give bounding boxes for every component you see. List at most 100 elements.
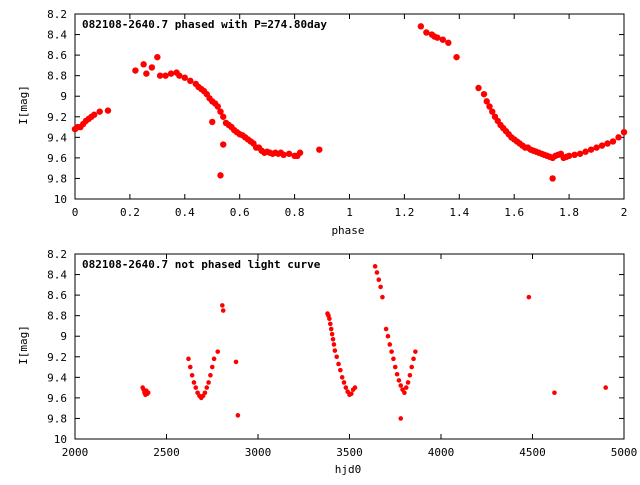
bottom-x-tick-label: 2000 [62, 446, 89, 459]
bottom-data-point [327, 316, 332, 322]
top-data-point [483, 98, 490, 105]
top-x-tick-label: 1.8 [559, 206, 579, 219]
top-data-point [604, 140, 611, 147]
bottom-y-tick-label: 9.8 [47, 412, 67, 425]
bottom-data-point [374, 270, 380, 275]
bottom-data-point [552, 390, 557, 396]
top-y-tick-label: 8.2 [47, 8, 67, 21]
bottom-y-tick-label: 9.2 [47, 351, 67, 364]
bottom-data-point [334, 354, 339, 360]
bottom-data-point [341, 380, 347, 385]
top-data-point [486, 103, 493, 110]
top-data-point [445, 39, 452, 46]
bottom-data-point [387, 342, 393, 347]
bottom-y-tick-label: 8.2 [47, 248, 67, 261]
bottom-y-tick-label: 10 [54, 433, 67, 446]
bottom-data-point [385, 333, 391, 339]
bottom-data-point [352, 385, 358, 390]
bottom-data-point [372, 264, 378, 269]
bottom-data-point [220, 303, 225, 308]
bottom-data-point [378, 284, 383, 290]
bottom-data-point [145, 390, 151, 396]
bottom-data-point [186, 356, 191, 362]
bottom-data-point [187, 364, 193, 370]
bottom-x-tick-label: 4500 [519, 446, 546, 459]
top-data-point [453, 53, 460, 61]
top-x-tick-label: 0.6 [230, 206, 250, 219]
top-data-point [565, 152, 573, 160]
top-data-point [148, 64, 156, 71]
bottom-x-tick-label: 3500 [336, 446, 363, 459]
top-data-point [132, 67, 139, 74]
bottom-data-point [330, 337, 336, 342]
top-data-point [316, 146, 323, 153]
top-x-tick-label: 1.4 [449, 206, 469, 219]
bottom-data-point [407, 372, 413, 378]
top-data-point [220, 113, 227, 120]
bottom-data-point [331, 342, 337, 347]
top-data-point [156, 72, 164, 79]
bottom-y-tick-label: 9 [60, 330, 67, 343]
top-data-point [549, 175, 556, 182]
top-y-tick-label: 9.6 [47, 152, 67, 165]
top-y-tick-label: 8.8 [47, 70, 67, 83]
top-y-tick-label: 8.4 [47, 29, 67, 42]
top-data-point [285, 150, 293, 157]
top-x-tick-label: 1.2 [394, 206, 414, 219]
plot-layer: 0 0.2 0.4 0.6 0.8 1 1.2 1.4 1.6 1.8 2 8.2 8.4 8.6 8.8 9… [47, 8, 637, 459]
bottom-data-point [398, 416, 404, 421]
bottom-y-tick-label: 8.8 [47, 310, 67, 323]
bottom-data-point [380, 294, 385, 300]
bottom-y-tick-label: 9.4 [47, 371, 67, 384]
bottom-data-point [332, 348, 338, 353]
top-data-point [162, 72, 169, 79]
top-data-point [620, 128, 628, 136]
bottom-x-tick-label: 4000 [428, 446, 455, 459]
top-data-point [609, 138, 617, 145]
top-data-point [598, 142, 606, 149]
bottom-data-point [338, 367, 343, 373]
bottom-data-point [603, 385, 608, 390]
bottom-data-point [411, 356, 416, 362]
top-data-point [280, 151, 287, 159]
top-y-tick-label: 9.4 [47, 131, 67, 144]
bottom-data-point [403, 385, 409, 390]
top-data-point [96, 108, 103, 115]
top-data-point [214, 103, 221, 110]
top-y-tick-label: 9 [60, 90, 67, 103]
top-x-tick-label: 0.8 [285, 206, 305, 219]
bottom-data-point [392, 364, 398, 370]
bottom-x-tick-label: 3000 [245, 446, 272, 459]
top-x-tick-label: 0.2 [120, 206, 140, 219]
bottom-x-tick-label: 2500 [153, 446, 180, 459]
bottom-x-tick-label: 5000 [611, 446, 638, 459]
top-y-tick-label: 9.8 [47, 172, 67, 185]
top-data-point [140, 61, 147, 68]
bottom-y-axis-label: I[mag] [17, 325, 30, 365]
bottom-data-point [328, 326, 334, 332]
top-data-point [91, 111, 98, 118]
top-data-point [615, 134, 622, 141]
bottom-data-point [209, 364, 215, 370]
top-x-tick-label: 1.6 [504, 206, 524, 219]
bottom-data-point [235, 413, 241, 418]
bottom-data-point [204, 385, 210, 390]
top-data-point [587, 146, 595, 153]
bottom-data-point [349, 391, 354, 397]
bottom-plot-title: 082108-2640.7 not phased light curve [82, 258, 321, 271]
top-data-point [593, 144, 600, 151]
top-y-tick-label: 10 [54, 193, 67, 206]
top-x-tick-label: 2 [621, 206, 628, 219]
bottom-data-point [189, 372, 195, 378]
bottom-data-point [233, 359, 239, 365]
bottom-data-point [327, 321, 333, 327]
top-data-point [576, 150, 584, 157]
top-data-point [217, 172, 224, 179]
top-data-point [220, 141, 227, 148]
top-data-point [181, 74, 188, 81]
top-data-point [187, 77, 194, 85]
bottom-y-tick-label: 8.4 [47, 269, 67, 282]
top-x-tick-label: 0.4 [175, 206, 195, 219]
